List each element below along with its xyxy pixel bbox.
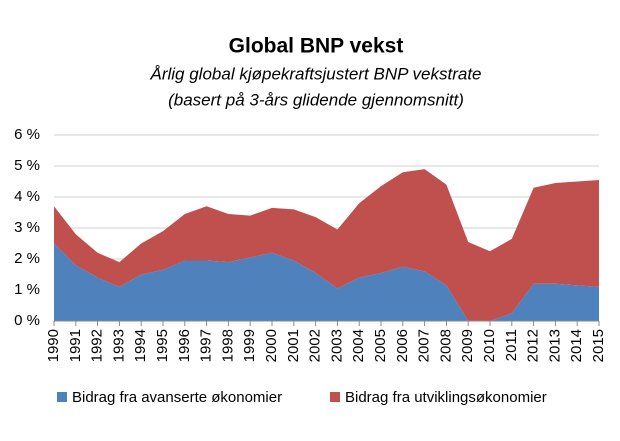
x-tick-label: 2004 — [350, 329, 367, 362]
x-tick-label: 2013 — [546, 329, 563, 362]
legend-swatch — [330, 392, 340, 402]
x-tick-label: 2007 — [416, 329, 433, 362]
x-tick-label: 1998 — [219, 329, 236, 362]
x-tick-label: 1994 — [132, 329, 149, 362]
x-tick-label: 1995 — [154, 329, 171, 362]
chart-subtitle: Årlig global kjøpekraftsjustert BNP veks… — [150, 64, 482, 83]
legend-swatch — [57, 392, 67, 402]
y-tick-label: 5 % — [14, 157, 40, 174]
x-tick-label: 2000 — [263, 329, 280, 362]
y-tick-label: 3 % — [14, 219, 40, 236]
y-tick-label: 4 % — [14, 188, 40, 205]
x-tick-label: 1997 — [198, 329, 215, 362]
x-tick-label: 1993 — [110, 329, 127, 362]
legend-label: Bidrag fra utviklingsøkonomier — [345, 389, 547, 406]
x-tick-label: 1999 — [241, 329, 258, 362]
x-tick-label: 1992 — [89, 329, 106, 362]
x-tick-label: 2008 — [437, 329, 454, 362]
x-tick-label: 2002 — [307, 329, 324, 362]
area — [54, 169, 599, 321]
y-tick-label: 1 % — [14, 281, 40, 298]
x-tick-label: 2011 — [503, 329, 520, 361]
x-tick-label: 2006 — [394, 329, 411, 362]
y-tick-label: 0 % — [14, 312, 40, 329]
x-tick-label: 1990 — [45, 329, 62, 362]
x-tick-label: 2010 — [481, 329, 498, 362]
area — [54, 243, 599, 321]
y-tick-label: 6 % — [14, 126, 40, 143]
x-tick-label: 2005 — [372, 329, 389, 362]
legend-label: Bidrag fra avanserte økonomier — [72, 389, 282, 406]
x-tick-label: 2014 — [568, 329, 585, 362]
x-tick-label: 2009 — [459, 329, 476, 362]
x-tick-label: 2012 — [525, 329, 542, 362]
x-tick-label: 2001 — [285, 329, 302, 362]
x-tick-label: 1991 — [67, 329, 84, 362]
x-tick-label: 2015 — [590, 329, 607, 362]
x-tick-label: 2003 — [328, 329, 345, 362]
chart-title: Global BNP vekst — [229, 35, 404, 58]
x-tick-label: 1996 — [176, 329, 193, 362]
chart-subtitle: (basert på 3-års glidende gjennomsnitt) — [168, 90, 464, 109]
y-tick-label: 2 % — [14, 250, 40, 267]
